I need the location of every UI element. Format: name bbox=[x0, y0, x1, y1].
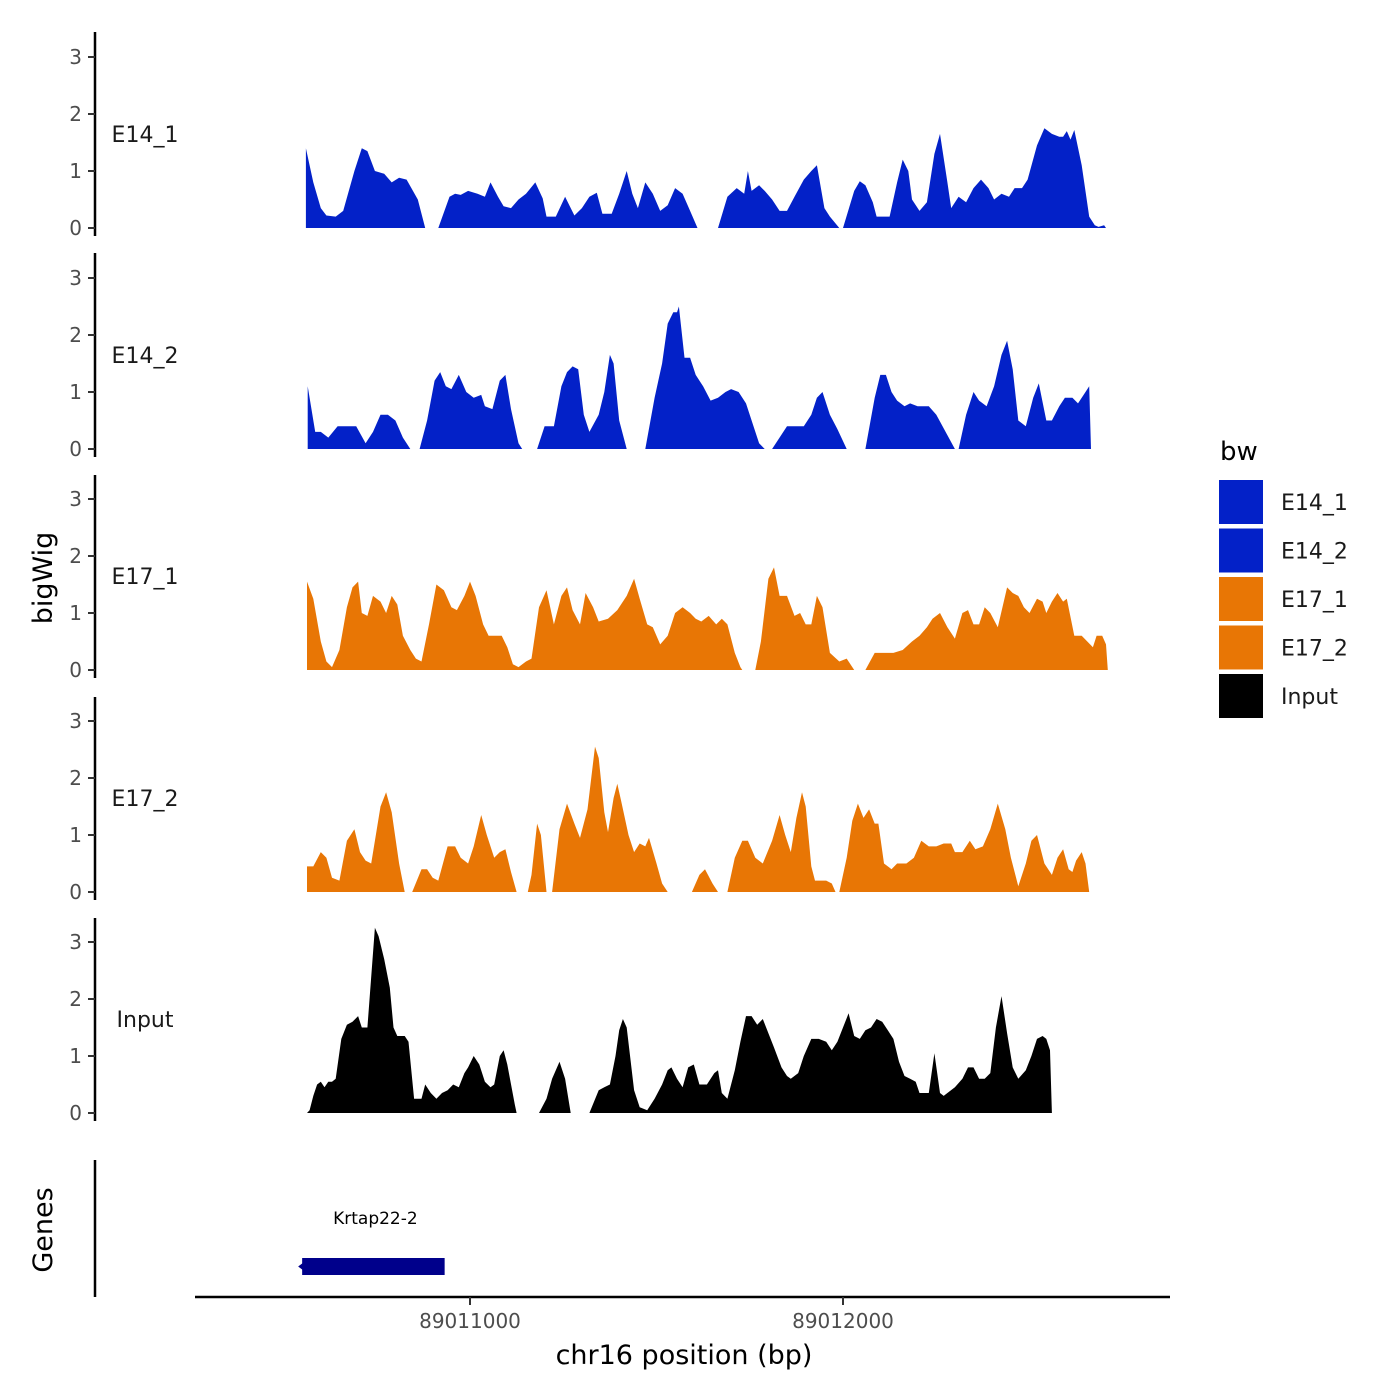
signal-area-e17-1-2 bbox=[865, 587, 1108, 670]
legend-item-e14-2: E14_2 bbox=[1219, 528, 1348, 573]
legend: bw E14_1 E14_2 E17_1 E17_2 Input bbox=[1219, 437, 1348, 718]
legend-item-e14-1: E14_1 bbox=[1219, 480, 1348, 524]
x-axis: 89011000 89012000 bbox=[195, 1295, 1170, 1333]
track-label-input: Input bbox=[117, 1008, 174, 1033]
signal-area-e14-1-2 bbox=[843, 128, 1106, 228]
track-label-e14-1: E14_1 bbox=[112, 123, 179, 148]
signal-area-e14-2-4 bbox=[772, 340, 1091, 449]
track-label-e17-2: E17_2 bbox=[112, 787, 179, 812]
legend-swatch bbox=[1219, 674, 1263, 718]
y-tick-label: 3 bbox=[69, 487, 82, 511]
track-label-e14-2: E14_2 bbox=[112, 344, 179, 369]
signal-area-e17-2-2 bbox=[527, 823, 547, 892]
y-tick-label: 1 bbox=[69, 159, 82, 183]
signal-area-e17-2-1 bbox=[412, 815, 517, 892]
legend-item-e17-1: E17_1 bbox=[1219, 577, 1348, 621]
signal-area-e17-2-5 bbox=[727, 792, 836, 892]
signal-area-e17-2-4 bbox=[691, 869, 718, 892]
y-tick-label: 0 bbox=[69, 1101, 82, 1125]
y-tick-label: 2 bbox=[69, 323, 82, 347]
y-tick-label: 1 bbox=[69, 380, 82, 404]
track-e17-2: 0 1 2 3 E17_2 bbox=[69, 697, 1090, 904]
signal-area-e14-2-1 bbox=[419, 372, 523, 449]
track-e17-1: 0 1 2 3 E17_1 bbox=[69, 475, 1108, 682]
signal-area-e14-2-2 bbox=[537, 354, 627, 449]
y-tick-label: 3 bbox=[69, 709, 82, 733]
y-tick-label: 3 bbox=[69, 45, 82, 69]
legend-swatch bbox=[1219, 625, 1263, 670]
signal-area-e17-2-0 bbox=[307, 792, 405, 892]
signal-area-e17-2-6 bbox=[839, 803, 1090, 892]
signal-area-input-1 bbox=[539, 1061, 571, 1113]
signal-area-e17-1-0 bbox=[307, 578, 743, 670]
track-e14-2: 0 1 2 3 E14_2 bbox=[69, 253, 1091, 461]
signal-area-e14-1-0 bbox=[305, 148, 698, 228]
x-tick-label: 89012000 bbox=[792, 1309, 894, 1333]
y-tick-label: 2 bbox=[69, 766, 82, 790]
legend-label: E14_2 bbox=[1281, 540, 1348, 565]
x-tick-label: 89011000 bbox=[419, 1309, 521, 1333]
signal-area-input-2 bbox=[589, 996, 1052, 1113]
gene-strand-marker bbox=[298, 1262, 305, 1271]
y-tick-label: 2 bbox=[69, 544, 82, 568]
signal-area-e14-1-1 bbox=[718, 165, 840, 228]
y-tick-label: 3 bbox=[69, 266, 82, 290]
legend-label: E17_1 bbox=[1281, 588, 1348, 613]
track-input: 0 1 2 3 Input bbox=[69, 918, 1052, 1125]
legend-label: E17_2 bbox=[1281, 637, 1348, 662]
track-e14-1: 0 1 2 3 E14_1 bbox=[69, 32, 1106, 240]
signal-area-e17-2-3 bbox=[552, 746, 668, 892]
legend-label: E14_1 bbox=[1281, 491, 1348, 516]
legend-item-e17-2: E17_2 bbox=[1219, 625, 1348, 670]
y-tick-label: 0 bbox=[69, 437, 82, 461]
y-tick-label: 1 bbox=[69, 823, 82, 847]
legend-label: Input bbox=[1281, 685, 1338, 710]
y-tick-label: 3 bbox=[69, 930, 82, 954]
signal-area-e14-2-3 bbox=[645, 306, 765, 449]
y-tick-label: 2 bbox=[69, 987, 82, 1011]
legend-swatch bbox=[1219, 480, 1263, 524]
signal-tracks: 0 1 2 3 E14_1 0 1 2 3 E14_2 0 1 2 3 E17_1 0 1 2 3 E17_2 0 1 2 3… bbox=[69, 32, 1108, 1125]
x-axis-title: chr16 position (bp) bbox=[556, 1340, 813, 1371]
legend-swatch bbox=[1219, 528, 1263, 573]
legend-item-input: Input bbox=[1219, 674, 1338, 718]
y-tick-label: 1 bbox=[69, 601, 82, 625]
y-tick-label: 2 bbox=[69, 102, 82, 126]
y-axis-title: bigWig bbox=[28, 532, 59, 625]
signal-area-input-0 bbox=[307, 927, 517, 1113]
signal-area-e14-2-0 bbox=[307, 386, 411, 449]
track-label-e17-1: E17_1 bbox=[112, 565, 179, 590]
y-tick-label: 1 bbox=[69, 1044, 82, 1068]
genes-track-title: Genes bbox=[28, 1187, 59, 1272]
gene-label-krtap22-2: Krtap22-2 bbox=[333, 1209, 418, 1229]
signal-area-e17-1-1 bbox=[755, 567, 855, 670]
y-tick-label: 0 bbox=[69, 880, 82, 904]
legend-swatch bbox=[1219, 577, 1263, 621]
y-tick-label: 0 bbox=[69, 658, 82, 682]
legend-title: bw bbox=[1220, 437, 1258, 467]
gene-krtap22-2 bbox=[302, 1258, 445, 1275]
gene-track: Krtap22-2 bbox=[93, 1160, 445, 1297]
y-tick-label: 0 bbox=[69, 216, 82, 240]
